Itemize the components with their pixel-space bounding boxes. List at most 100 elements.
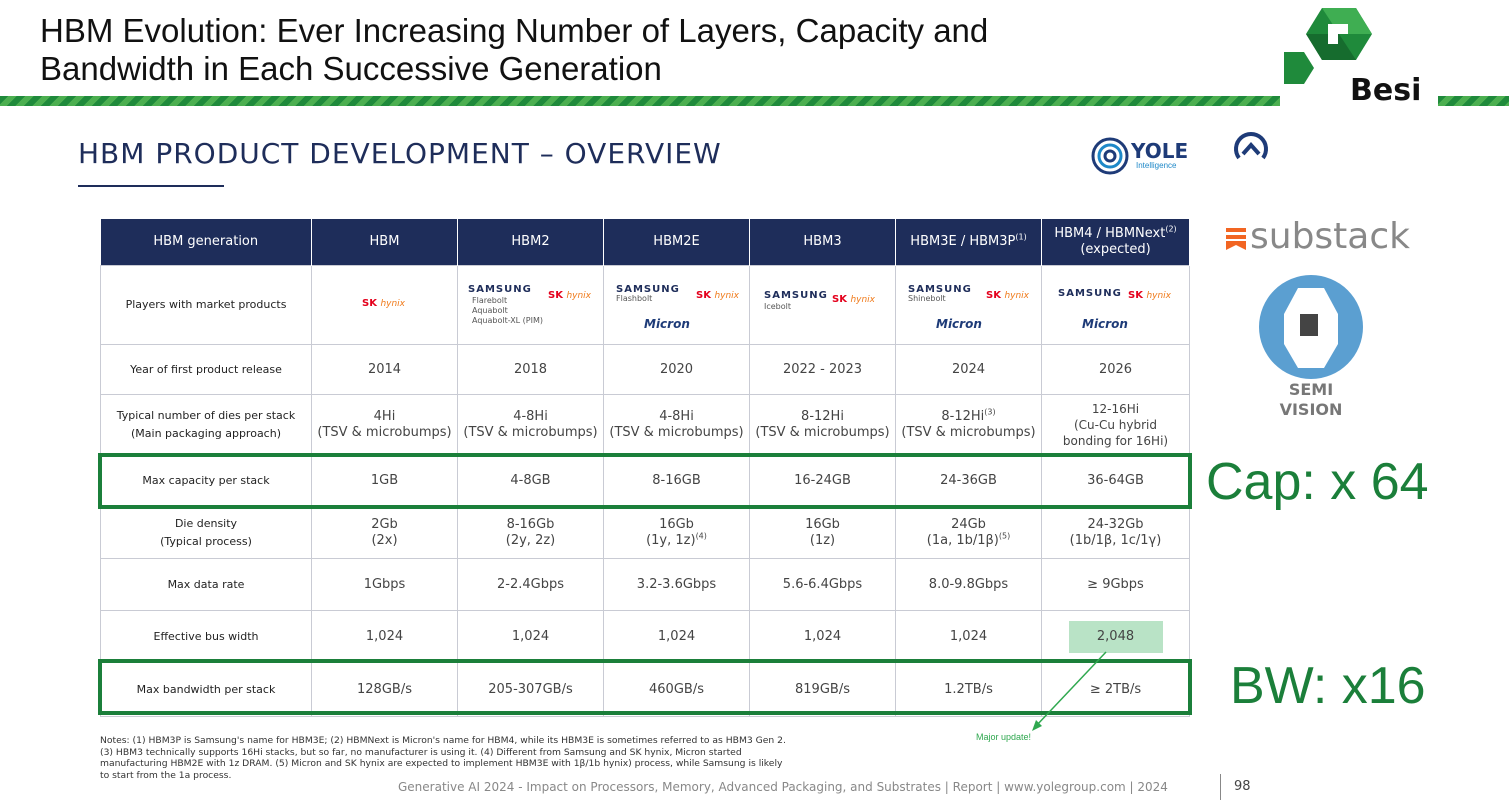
- table-cell: 4-8Hi (TSV & microbumps): [603, 394, 750, 455]
- row-label: Die density (Typical process): [100, 506, 312, 559]
- row-label: Effective bus width: [100, 610, 312, 663]
- samsung-logo: SAMSUNG: [764, 290, 828, 301]
- players-cell: SAMSUNG SK hynix Micron: [1041, 265, 1190, 345]
- header-band-right: [1438, 96, 1509, 106]
- table-cell: 8.0-9.8Gbps: [895, 558, 1042, 611]
- major-update-highlight: 2,048: [1068, 620, 1163, 653]
- bandwidth-annotation: BW: x16: [1230, 657, 1426, 715]
- micron-logo: Micron: [936, 317, 982, 331]
- table-cell: 1.2TB/s: [895, 662, 1042, 717]
- table-cell: 1,024: [603, 610, 750, 663]
- table-cell: 8-16GB: [603, 454, 750, 507]
- table-cell: 12-16Hi (Cu-Cu hybrid bonding for 16Hi): [1041, 394, 1190, 455]
- header-cell: HBM generation: [100, 219, 312, 266]
- slide-subtitle: HBM PRODUCT DEVELOPMENT – OVERVIEW: [78, 137, 722, 170]
- table-cell: 24-32Gb (1b/1β, 1c/1γ): [1041, 506, 1190, 559]
- subtitle-underline: [78, 185, 224, 187]
- table-row: Max capacity per stack 1GB 4-8GB 8-16GB …: [100, 454, 1190, 507]
- samsung-logo: SAMSUNG: [908, 284, 972, 295]
- table-cell: 2020: [603, 344, 750, 395]
- table-cell: 2Gb (2x): [311, 506, 458, 559]
- table-cell: 2026: [1041, 344, 1190, 395]
- samsung-logo: SAMSUNG: [1058, 288, 1122, 299]
- table-cell: ≥ 9Gbps: [1041, 558, 1190, 611]
- table-cell: 3.2-3.6Gbps: [603, 558, 750, 611]
- table-cell: ≥ 2TB/s: [1041, 662, 1190, 717]
- samsung-brands: Icebolt: [764, 302, 792, 311]
- page-title: HBM Evolution: Ever Increasing Number of…: [40, 12, 1220, 88]
- samsung-brands: Shinebolt: [908, 294, 946, 303]
- row-label: Max data rate: [100, 558, 312, 611]
- table-row: Year of first product release 2014 2018 …: [100, 344, 1190, 395]
- chevron-up-logo-icon: [1234, 132, 1268, 160]
- samsung-logo: SAMSUNG: [616, 284, 680, 295]
- table-cell: 16Gb (1z): [749, 506, 896, 559]
- samsung-brands: Flashbolt: [616, 294, 653, 303]
- besi-brand: Besi: [1350, 73, 1422, 108]
- title-line-1: HBM Evolution: Ever Increasing Number of…: [40, 12, 989, 49]
- table-cell: 16Gb (1y, 1z)(4): [603, 506, 750, 559]
- table-cell: 460GB/s: [603, 662, 750, 717]
- table-cell: 128GB/s: [311, 662, 458, 717]
- table-cell: 24Gb (1a, 1b/1β)(5): [895, 506, 1042, 559]
- table-cell: 36-64GB: [1041, 454, 1190, 507]
- table-row: Players with market products SK hynix SA…: [100, 265, 1190, 345]
- besi-logo-icon: [1284, 8, 1372, 84]
- bandwidth-highlight-box: [98, 659, 1192, 715]
- skhynix-logo: SK hynix: [1128, 290, 1171, 301]
- yole-name: YOLE: [1131, 139, 1189, 163]
- header-cell: HBM3: [749, 219, 896, 266]
- header-cell: HBM3E / HBM3P(1): [895, 219, 1042, 266]
- players-cell: SK hynix: [311, 265, 458, 345]
- row-label: Typical number of dies per stack (Main pa…: [100, 394, 312, 455]
- footer-separator: [1220, 774, 1221, 800]
- table-row: Typical number of dies per stack (Main pa…: [100, 394, 1190, 455]
- table-cell: 8-12Hi(3) (TSV & microbumps): [895, 394, 1042, 455]
- samsung-brands: Flarebolt Aquabolt Aquabolt-XL (PIM): [472, 296, 544, 325]
- table-cell: 1,024: [749, 610, 896, 663]
- skhynix-logo: SK hynix: [362, 298, 405, 309]
- table-cell: 2024: [895, 344, 1042, 395]
- footer-text: Generative AI 2024 - Impact on Processor…: [398, 780, 1168, 794]
- substack-icon: [1226, 228, 1246, 250]
- notes: Notes: (1) HBM3P is Samsung's name for H…: [100, 735, 786, 781]
- semi-vision-logo-icon: [1259, 275, 1363, 379]
- table-cell: 8-12Hi (TSV & microbumps): [749, 394, 896, 455]
- table-cell: 5.6-6.4Gbps: [749, 558, 896, 611]
- row-label: Year of first product release: [100, 344, 312, 395]
- table-cell: 2,048: [1041, 610, 1190, 663]
- header-cell: HBM: [311, 219, 458, 266]
- players-cell: SAMSUNG SK hynix Icebolt: [749, 265, 896, 345]
- skhynix-logo: SK hynix: [986, 290, 1029, 301]
- skhynix-logo: SK hynix: [548, 290, 591, 301]
- yole-logo-icon: [1091, 137, 1129, 175]
- players-cell: SAMSUNG SK hynix Flarebolt Aquabolt Aqua…: [457, 265, 604, 345]
- page-number: 98: [1234, 779, 1251, 794]
- table-cell: 8-16Gb (2y, 2z): [457, 506, 604, 559]
- skhynix-logo: SK hynix: [696, 290, 739, 301]
- yole-sub: Intelligence: [1136, 161, 1177, 170]
- header-cell: HBM4 / HBMNext(2) (expected): [1041, 219, 1190, 266]
- table-cell: 1,024: [311, 610, 458, 663]
- table-cell: 1Gbps: [311, 558, 458, 611]
- table-cell: 1,024: [457, 610, 604, 663]
- table-cell: 4-8Hi (TSV & microbumps): [457, 394, 604, 455]
- table-cell: 24-36GB: [895, 454, 1042, 507]
- table-header-row: HBM generation HBM HBM2 HBM2E HBM3 HBM3E…: [100, 219, 1190, 266]
- table-row: Max bandwidth per stack 128GB/s 205-307G…: [100, 662, 1190, 717]
- table-cell: 2022 - 2023: [749, 344, 896, 395]
- header-cell: HBM2E: [603, 219, 750, 266]
- table-cell: 4Hi (TSV & microbumps): [311, 394, 458, 455]
- micron-logo: Micron: [644, 317, 690, 331]
- table-cell: 2014: [311, 344, 458, 395]
- arrow-icon: [1032, 651, 1107, 731]
- table-cell: 4-8GB: [457, 454, 604, 507]
- major-update-label: Major update!: [976, 732, 1032, 742]
- skhynix-logo: SK hynix: [832, 294, 875, 305]
- hbm-table: HBM generation HBM HBM2 HBM2E HBM3 HBM3E…: [100, 219, 1190, 717]
- title-line-2: Bandwidth in Each Successive Generation: [40, 50, 662, 87]
- capacity-annotation: Cap: x 64: [1206, 453, 1429, 511]
- substack-label: substack: [1250, 216, 1410, 257]
- micron-logo: Micron: [1082, 317, 1128, 331]
- row-label: Players with market products: [100, 265, 312, 345]
